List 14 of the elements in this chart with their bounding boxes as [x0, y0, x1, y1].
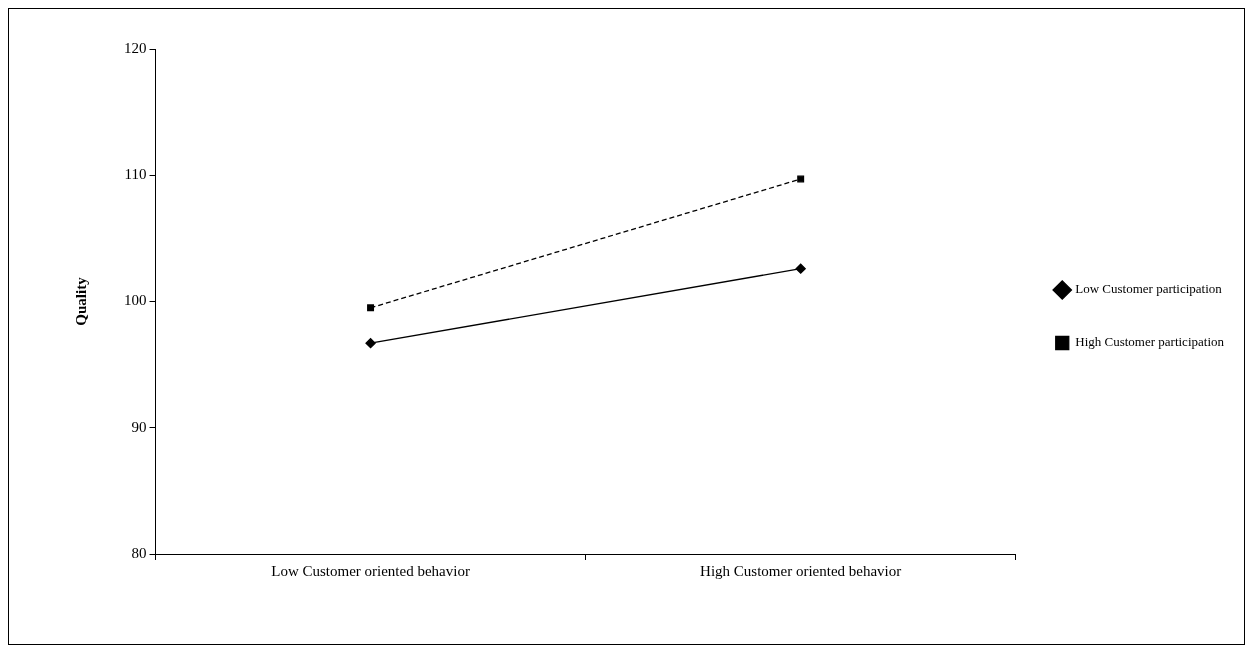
y-axis-title: Quality	[72, 276, 89, 326]
x-tick-label: Low Customer oriented behavior	[271, 562, 470, 579]
y-tick-label: 90	[131, 418, 147, 435]
point	[367, 304, 375, 312]
point	[365, 338, 376, 349]
y-tick-label: 100	[124, 292, 147, 309]
legend-label: Low Customer participation	[1075, 281, 1223, 297]
y-tick-label: 80	[131, 544, 147, 561]
point	[795, 263, 806, 274]
point	[797, 175, 805, 183]
y-tick-label: 120	[124, 39, 147, 56]
y-tick-label: 110	[124, 166, 147, 183]
x-tick-label: High Customer oriented behavior	[700, 562, 902, 579]
legend-label: High Customer participation	[1075, 334, 1225, 350]
